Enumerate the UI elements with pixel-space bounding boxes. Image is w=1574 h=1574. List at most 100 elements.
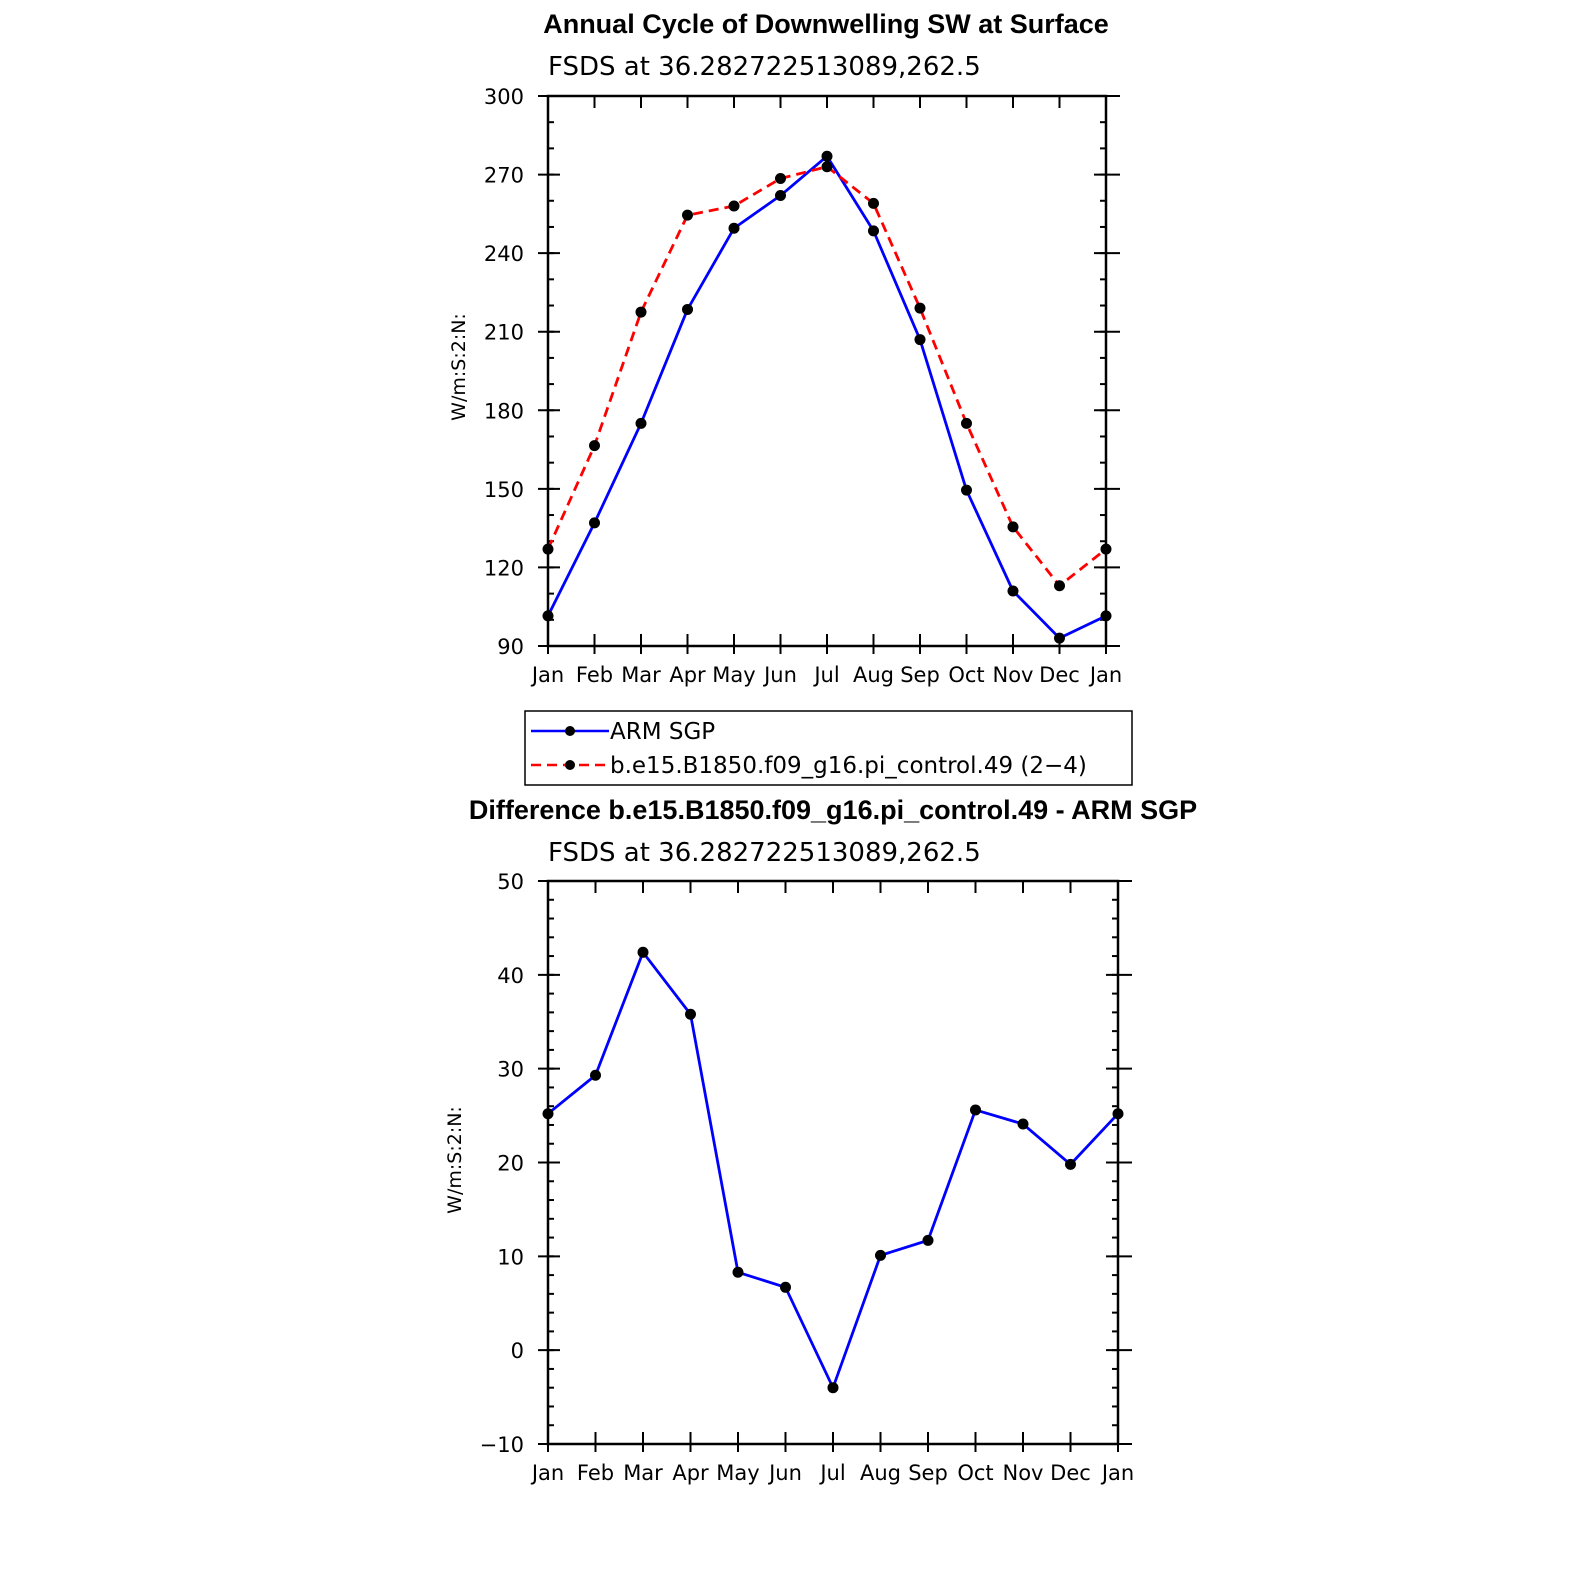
legend: ARM SGP b.e15.B1850.f09_g16.pi_control.4… <box>524 710 1133 786</box>
data-point <box>961 484 972 496</box>
data-point <box>682 303 693 315</box>
data-point <box>682 209 693 221</box>
chart-title: Annual Cycle of Downwelling SW at Surfac… <box>543 9 1109 39</box>
data-point <box>635 417 647 429</box>
data-point <box>875 1249 886 1261</box>
data-point <box>1065 1158 1076 1170</box>
legend-marker-obs <box>565 726 575 736</box>
chart-subtitle: FSDS at 36.282722513089,262.5 <box>548 838 981 868</box>
data-point <box>821 150 833 162</box>
x-tick-label: Dec <box>1039 663 1080 687</box>
data-point <box>868 197 879 209</box>
x-tick-label: Nov <box>1003 1461 1044 1485</box>
x-tick-label: Aug <box>860 1461 901 1485</box>
x-tick-label: Feb <box>577 1461 614 1485</box>
y-tick-label: −10 <box>480 1433 524 1457</box>
axis-ticks <box>538 95 1120 654</box>
y-tick-label: 240 <box>484 242 524 266</box>
x-tick-label: Jul <box>818 1461 845 1485</box>
legend-label-obs: ARM SGP <box>610 719 715 745</box>
data-point <box>961 417 972 429</box>
data-point <box>685 1008 696 1020</box>
chart-title: Difference b.e15.B1850.f09_g16.pi_contro… <box>469 795 1197 825</box>
data-point <box>922 1234 934 1246</box>
axis-ticks <box>538 880 1132 1452</box>
x-tick-label: Apr <box>669 663 706 687</box>
x-tick-label: Sep <box>908 1461 948 1485</box>
y-tick-label: 20 <box>497 1152 524 1176</box>
data-point <box>780 1281 791 1293</box>
y-tick-label: 10 <box>497 1245 524 1269</box>
x-tick-label: Jul <box>812 663 839 687</box>
difference-chart: Difference b.e15.B1850.f09_g16.pi_contro… <box>444 795 1197 1485</box>
series-layer <box>542 946 1124 1394</box>
data-point <box>914 334 926 346</box>
legend-item-obs: ARM SGP <box>531 719 715 745</box>
y-tick-label: 50 <box>497 870 524 894</box>
data-point <box>1054 632 1065 644</box>
series-line-0 <box>547 950 1120 1390</box>
x-tick-label: Mar <box>621 663 661 687</box>
legend-item-model: b.e15.B1850.f09_g16.pi_control.49 (2−4) <box>531 753 1087 779</box>
data-point <box>1054 580 1065 592</box>
data-point <box>827 1382 839 1394</box>
data-point <box>868 225 879 237</box>
x-tick-label: Sep <box>900 663 940 687</box>
data-point <box>590 1069 601 1081</box>
legend-marker-model <box>565 760 575 770</box>
x-tick-label: May <box>712 663 755 687</box>
data-point <box>1017 1118 1029 1130</box>
x-tick-label: Feb <box>576 663 613 687</box>
x-tick-label: Dec <box>1050 1461 1091 1485</box>
data-point <box>732 1266 744 1278</box>
x-tick-label: Jan <box>1100 1461 1134 1485</box>
x-tick-label: Jan <box>530 663 564 687</box>
y-tick-label: 300 <box>484 85 524 109</box>
data-point <box>728 200 740 212</box>
x-tick-label: Nov <box>993 663 1034 687</box>
y-axis-label: W/m:S:2:N: <box>444 1106 466 1214</box>
data-point <box>589 440 600 452</box>
y-tick-label: 180 <box>484 399 524 423</box>
x-tick-label: Jun <box>767 1461 802 1485</box>
y-tick-label: 30 <box>497 1058 524 1082</box>
x-tick-label: Oct <box>957 1461 993 1485</box>
legend-label-model: b.e15.B1850.f09_g16.pi_control.49 (2−4) <box>610 753 1087 779</box>
data-point <box>1007 585 1019 597</box>
legend-box <box>524 710 1133 786</box>
series-line-1 <box>546 165 1107 588</box>
data-point <box>1007 521 1019 533</box>
y-tick-label: 150 <box>484 478 524 502</box>
data-point <box>589 517 600 529</box>
data-point <box>775 190 786 202</box>
x-tick-label: Oct <box>948 663 984 687</box>
x-tick-label: Aug <box>853 663 894 687</box>
data-point <box>728 222 740 234</box>
series-layer <box>542 150 1112 644</box>
x-tick-label: May <box>716 1461 759 1485</box>
series-line-0 <box>546 154 1107 640</box>
annual-cycle-chart: Annual Cycle of Downwelling SW at Surfac… <box>448 9 1122 687</box>
tick-labels: Jan Feb Mar Apr May Jun Jul Aug Sep Oct Nov Dec Jan9… <box>484 85 1122 687</box>
data-point <box>635 306 647 318</box>
data-point <box>970 1104 981 1116</box>
x-tick-label: Jan <box>530 1461 564 1485</box>
y-tick-label: 120 <box>484 556 524 580</box>
y-tick-label: 210 <box>484 321 524 345</box>
chart-subtitle: FSDS at 36.282722513089,262.5 <box>548 52 981 82</box>
tick-labels: Jan Feb Mar Apr May Jun Jul Aug Sep Oct Nov Dec Jan−… <box>480 870 1135 1485</box>
y-tick-label: 40 <box>497 964 524 988</box>
x-tick-label: Mar <box>623 1461 663 1485</box>
data-point <box>914 302 926 314</box>
data-point <box>637 946 649 958</box>
x-tick-label: Jan <box>1088 663 1122 687</box>
y-axis-label: W/m:S:2:N: <box>448 313 470 421</box>
plot-frame <box>546 94 1108 648</box>
y-tick-label: 270 <box>484 164 524 188</box>
y-tick-label: 90 <box>497 635 524 659</box>
x-tick-label: Apr <box>672 1461 709 1485</box>
plot-frame <box>546 879 1120 1446</box>
x-tick-label: Jun <box>762 663 797 687</box>
data-point <box>821 161 833 173</box>
